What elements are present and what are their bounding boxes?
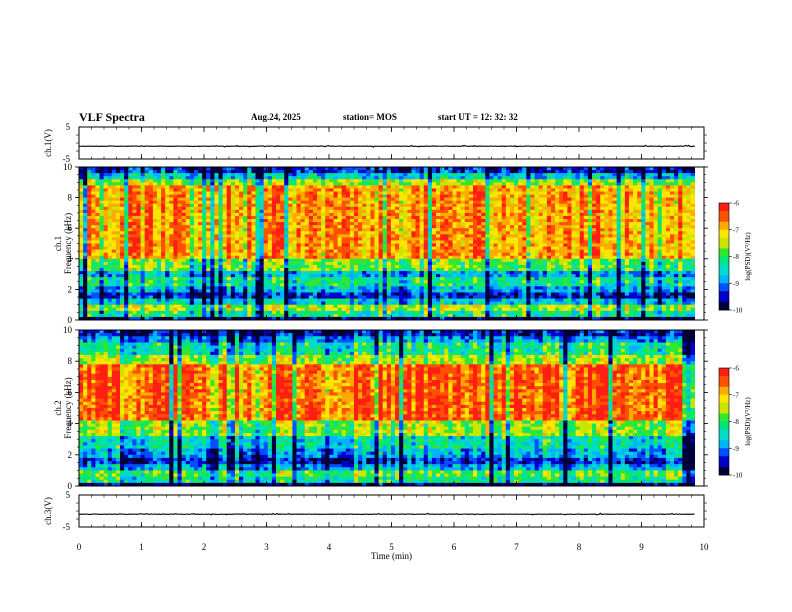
ch1-spectrogram: [79, 167, 696, 321]
colorbar-tick-label: -8: [733, 253, 739, 261]
y-tick-label: 10: [63, 325, 73, 335]
y-axis-label-channel: ch.2: [53, 400, 63, 415]
y-axis-label-frequency: Frequency (kHz): [63, 213, 73, 274]
y-tick-label: 8: [68, 193, 73, 203]
x-tick-label: 6: [452, 542, 457, 552]
colorbar-tick-label: -9: [733, 280, 739, 288]
x-tick-label: 7: [514, 542, 519, 552]
x-tick-label: 1: [139, 542, 144, 552]
start-ut-label: start UT = 12: 32: 32: [438, 112, 518, 122]
colorbar-tick-label: -7: [733, 226, 739, 234]
x-tick-label: 0: [77, 542, 82, 552]
y-axis-label: ch.2Frequency (kHz): [53, 377, 73, 438]
ch1-spectrogram-colorbar: -6 -7 -8 -9 -10 log(PSD)(V²/Hz): [718, 200, 752, 315]
x-tick-label: 4: [327, 542, 332, 552]
x-tick-label: 3: [264, 542, 269, 552]
x-tick-label: 10: [700, 542, 710, 552]
x-axis-label: Time (min): [371, 551, 412, 561]
y-axis-label: ch.1Frequency (kHz): [53, 213, 73, 274]
x-tick-label: 9: [639, 542, 644, 552]
y-tick-label: 5: [66, 490, 71, 500]
colorbar-tick-label: -8: [733, 418, 739, 426]
date-label: Aug.24, 2025: [251, 112, 301, 122]
colorbar-tick-label: -10: [733, 472, 743, 480]
x-tick-label: 8: [577, 542, 582, 552]
chart-title: VLF Spectra: [79, 110, 145, 124]
y-tick-label: 6: [68, 223, 73, 233]
y-tick-label: 5: [66, 122, 71, 132]
y-axis-label: ch.3(V): [43, 497, 53, 525]
colorbar-label: log(PSD)(V²/Hz): [744, 232, 752, 281]
ch2-spectrogram: [79, 330, 696, 487]
y-tick-label: 8: [68, 356, 73, 366]
y-tick-label: 4: [68, 419, 73, 429]
y-tick-label: 10: [63, 162, 73, 172]
y-tick-label: 0: [68, 481, 73, 491]
colorbar-tick-label: -6: [733, 200, 739, 208]
y-axis-label-frequency: Frequency (kHz): [63, 377, 73, 438]
y-axis-label-channel: ch.1: [53, 236, 63, 251]
y-tick-label: 2: [68, 284, 73, 294]
y-tick-label: 6: [68, 387, 73, 397]
colorbar-label: log(PSD)(V²/Hz): [744, 397, 752, 446]
x-tick-label: 2: [202, 542, 207, 552]
colorbar-tick-label: -10: [733, 307, 743, 315]
station-label: station= MOS: [343, 112, 397, 122]
y-tick-label: -5: [63, 522, 71, 532]
colorbar-tick-label: -9: [733, 445, 739, 453]
y-tick-label: 0: [68, 315, 73, 325]
y-tick-label: -5: [63, 154, 71, 164]
y-tick-label: 2: [68, 450, 73, 460]
ch2-spectrogram-colorbar: -6 -7 -8 -9 -10 log(PSD)(V²/Hz): [718, 365, 752, 480]
x-tick-label: 5: [389, 542, 394, 552]
colorbar-tick-label: -6: [733, 365, 739, 373]
y-tick-label: 4: [68, 254, 73, 264]
y-axis-label: ch.1(V): [43, 129, 53, 157]
colorbar-tick-label: -7: [733, 391, 739, 399]
ch1-waveform-trace: [78, 144, 695, 148]
ch3-waveform-trace: [78, 512, 695, 516]
